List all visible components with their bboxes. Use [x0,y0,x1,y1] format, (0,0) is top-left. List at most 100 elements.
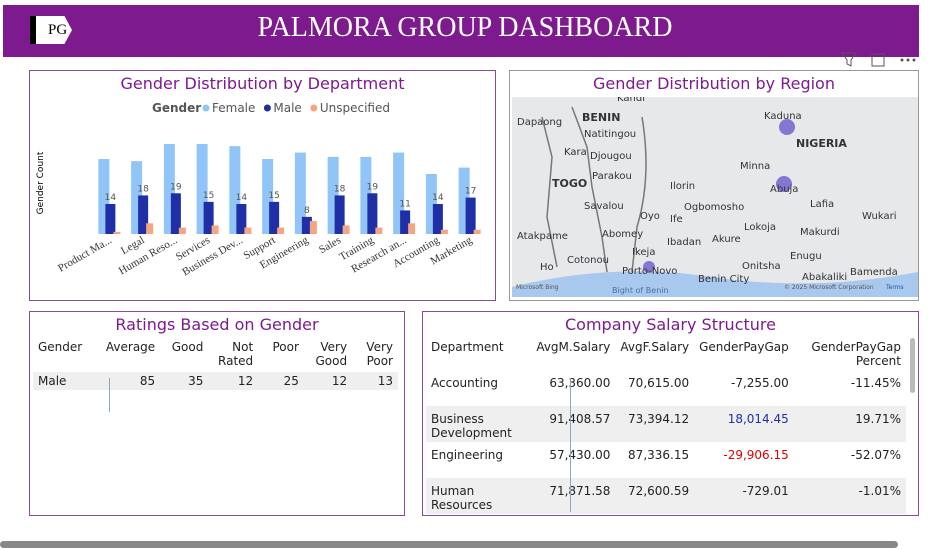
column-header[interactable]: Department [431,340,504,354]
filter-icon[interactable] [841,52,857,67]
data-label: 14 [432,193,444,203]
city-label: Ikeja [632,247,655,258]
scrollbar[interactable] [910,338,915,393]
bar [196,144,208,234]
table-cell: -11.45% [850,376,901,390]
data-label: 8 [304,206,310,216]
table-cell: 91,408.57 [531,406,616,442]
column-header[interactable]: Very Good [315,340,348,368]
bar [211,225,219,234]
table-cell: 25 [283,374,299,388]
table-cell: 73,394.12 [615,406,695,442]
data-label: 18 [334,184,346,194]
bar [98,159,110,234]
table-cell: Engineering [431,448,503,462]
column-header[interactable]: GenderPayGap Percent [811,340,901,368]
column-header[interactable]: AvgM.Salary [536,340,611,354]
logo: PG [30,16,72,44]
table-row: Male 85 35 12 25 12 13 [33,372,398,390]
focus-icon[interactable] [871,53,885,67]
data-label: 15 [203,191,214,201]
city-label: Enugu [790,251,822,262]
table-cell: 57,430.00 [549,448,611,462]
city-label: Benin City [698,274,749,285]
city-label: Abakaliki [802,272,847,283]
city-label: Ibadan [667,237,701,248]
more-icon[interactable] [900,58,916,62]
legend-label: Male [273,101,301,115]
city-label: Cotonou [567,255,609,266]
bar [400,210,411,234]
salary-table: Department AvgM.Salary AvgF.Salary GenderPa… [426,338,906,514]
column-header[interactable]: Poor [272,340,299,354]
bar [294,152,306,234]
attribution[interactable]: Terms [885,284,904,291]
column-header[interactable]: GenderPayGap [699,340,789,354]
ratings-panel: Ratings Based on Gender Gender Average Goo… [29,311,405,516]
city-label: Minna [740,161,770,172]
bar [309,221,317,234]
table-cell: 70,615.00 [628,376,690,390]
data-label: 15 [268,191,279,201]
visual-toolbar[interactable] [838,48,922,70]
data-label: 18 [137,184,149,194]
bar [105,204,116,234]
bar [458,167,470,234]
city-label: Djougou [590,151,632,162]
city-label: Kara [564,147,587,158]
city-label: Savalou [584,201,624,212]
column-header[interactable]: AvgF.Salary [620,340,690,354]
salary-panel: Company Salary Structure Department AvgM.… [422,311,919,516]
legend-title: Gender [152,101,201,115]
city-label: Natitingou [584,129,636,140]
table-cell: -729.01 [694,478,794,514]
header-bar [3,5,919,57]
bar [408,223,416,234]
city-label: Ho [540,262,554,273]
table-row: Business Development 91,408.57 73,394.12 18… [426,406,906,442]
table-cell: -29,906.15 [723,448,789,462]
column-header[interactable]: Gender [38,340,83,354]
city-label: Kandi [617,97,645,104]
header-row: Gender Average Good Not Rated Poor Very Good V… [33,338,398,372]
legend-marker [310,104,318,112]
h-scrollbar[interactable] [0,541,898,548]
bar [473,229,481,234]
bar [163,144,175,234]
bar [301,216,312,234]
region-bubble[interactable] [776,176,792,192]
data-label: 19 [367,182,379,192]
table-cell: -7,255.00 [731,376,789,390]
bar [244,227,252,234]
table-cell: Human Resources [426,478,532,514]
bar [203,201,214,234]
region-bubble[interactable] [779,119,795,135]
column-header[interactable]: Very Poor [366,340,393,368]
table-cell: Accounting [431,376,499,390]
city-label: Dapaong [517,117,562,128]
bar [465,197,476,234]
bar [334,195,345,234]
city-label: Abuja [770,184,798,195]
table-cell: 87,336.15 [628,448,690,462]
attribution: Microsoft Bing [516,284,559,291]
column-header[interactable]: Good [171,340,204,354]
region-bubble[interactable] [643,261,655,273]
bar [393,152,405,234]
bar [432,204,443,234]
bar [113,231,121,234]
country-label: NIGERIA [796,137,847,150]
legend-marker [202,104,210,112]
column-header[interactable]: Not Rated [218,340,254,368]
country-label: BENIN [582,111,620,124]
map-panel: Gender Distribution by Region Kandi BENIN… [509,70,919,301]
bar [277,227,285,234]
dept-chart-panel: Gender Distribution by Department Gender… [29,70,496,301]
table-cell: -1.01% [793,478,906,514]
map[interactable]: Kandi BENIN Dapaong Natitingou Kara Djougou TO… [512,97,918,297]
bar-chart: Gender Female Male Unspecified Gender Count 1… [36,101,481,278]
column-header[interactable]: Average [105,340,156,354]
bar [269,201,280,234]
table-cell: Male [38,374,67,388]
